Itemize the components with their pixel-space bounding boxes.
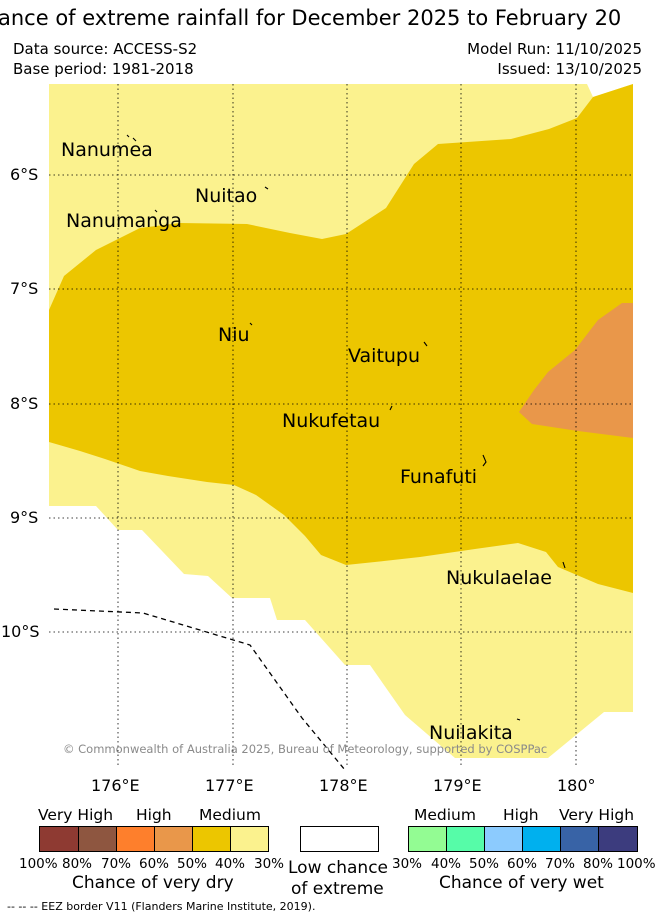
wet-swatch-very-high-2 [598, 826, 638, 852]
y-tick-6s: 6°S [10, 165, 39, 184]
low-chance-swatch [300, 826, 379, 852]
dry-legend-title: Chance of very dry [72, 873, 234, 893]
wet-category-medium: Medium [414, 806, 476, 824]
dry-pct-40: 40% [215, 856, 246, 872]
issued-text: Issued: 13/10/2025 [497, 60, 642, 78]
wet-pct-60: 60% [507, 856, 538, 872]
eez-border-note: -- -- -- EEZ border V11 (Flanders Marine… [7, 900, 316, 913]
map-title: ance of extreme rainfall for December 20… [0, 6, 622, 30]
wet-swatch-high-2 [522, 826, 561, 852]
dry-pct-100: 100% [19, 856, 58, 872]
wet-legend-title: Chance of very wet [439, 873, 604, 893]
dry-swatch-medium-1 [192, 826, 231, 852]
y-tick-9s: 9°S [10, 508, 39, 527]
place-label-vaitupu: Vaitupu [348, 345, 421, 367]
wet-pct-80: 80% [583, 856, 614, 872]
low-chance-label-line1: Low chance [288, 858, 388, 878]
dry-category-high: High [136, 806, 172, 824]
dry-swatch-very-high-2 [78, 826, 117, 852]
dry-swatch-very-high-1 [39, 826, 79, 852]
gridlines [49, 84, 633, 768]
wet-pct-30: 30% [392, 856, 423, 872]
place-label-nukufetau: Nukufetau [282, 410, 381, 432]
dry-swatch-medium-2 [230, 826, 269, 852]
wet-swatch-high-1 [484, 826, 523, 852]
wet-swatch-medium-2 [446, 826, 485, 852]
place-label-nukulaelae: Nukulaelae [446, 567, 552, 589]
dry-swatch-high-1 [116, 826, 155, 852]
wet-category-high: High [503, 806, 539, 824]
dry-pct-50: 50% [177, 856, 208, 872]
place-label-nanumea: Nanumea [61, 139, 153, 161]
wet-pct-40: 40% [431, 856, 462, 872]
zone-medium-dry [49, 84, 633, 593]
x-tick-177e: 177°E [205, 776, 254, 795]
low-chance-label-line2: of extreme [291, 879, 384, 899]
wet-pct-70: 70% [545, 856, 576, 872]
data-source-text: Data source: ACCESS-S2 [13, 40, 198, 58]
base-period-text: Base period: 1981-2018 [13, 60, 194, 78]
wet-category-very-high: Very High [559, 806, 635, 824]
dry-category-medium: Medium [199, 806, 261, 824]
island-marks [126, 134, 566, 721]
wet-pct-50: 50% [469, 856, 500, 872]
copyright-notice: © Commonwealth of Australia 2025, Bureau… [63, 742, 548, 756]
y-tick-8s: 8°S [10, 394, 39, 413]
y-tick-7s: 7°S [10, 279, 39, 298]
y-tick-10s: 10°S [1, 622, 40, 641]
place-label-niu: Niu [218, 324, 250, 346]
wet-swatch-medium-1 [408, 826, 447, 852]
x-tick-180: 180° [557, 776, 596, 795]
x-tick-178e: 178°E [319, 776, 368, 795]
place-label-nanumanga: Nanumanga [66, 210, 182, 232]
x-tick-176e: 176°E [91, 776, 140, 795]
place-label-nuitao: Nuitao [195, 185, 258, 207]
wet-pct-100: 100% [617, 856, 655, 872]
dry-swatch-high-2 [154, 826, 193, 852]
x-tick-179e: 179°E [433, 776, 482, 795]
dry-category-very-high: Very High [38, 806, 114, 824]
place-label-funafuti: Funafuti [400, 466, 478, 488]
dry-pct-70: 70% [101, 856, 132, 872]
wet-swatch-very-high-1 [560, 826, 599, 852]
dry-pct-60: 60% [139, 856, 170, 872]
eez-border-line [53, 608, 346, 771]
dry-pct-80: 80% [62, 856, 93, 872]
model-run-text: Model Run: 11/10/2025 [467, 40, 642, 58]
dry-pct-30: 30% [254, 856, 285, 872]
zone-high-dry [519, 303, 633, 438]
place-label-nuilakita: Nuilakita [429, 722, 513, 744]
